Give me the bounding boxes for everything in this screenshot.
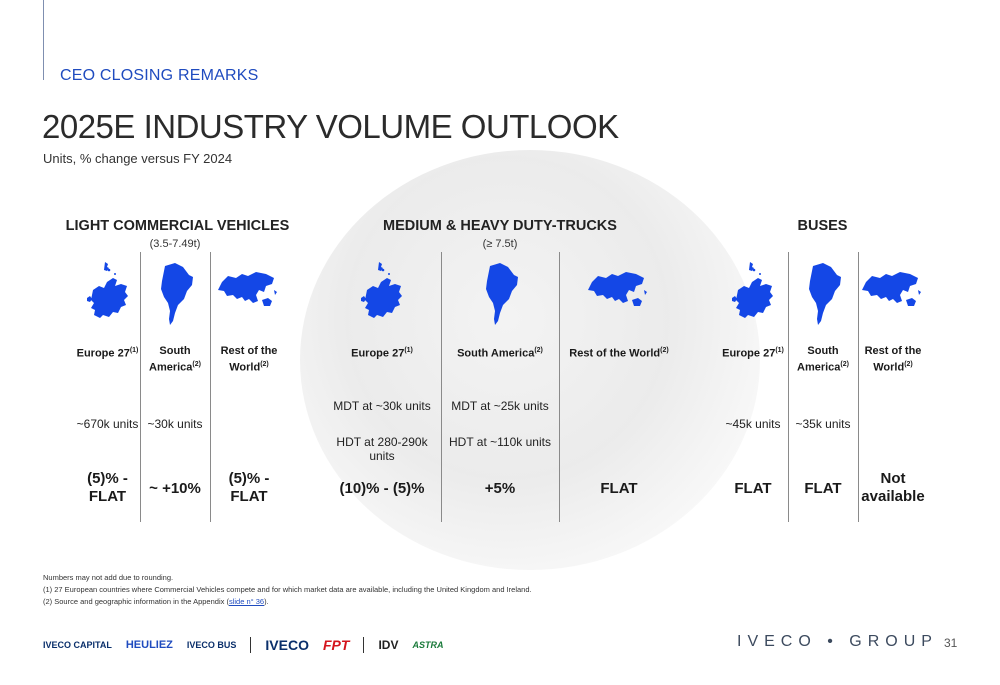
footnote-rounding: Numbers may not add due to rounding.	[43, 573, 174, 582]
column-divider	[441, 252, 442, 522]
change-value: FLAT	[734, 480, 772, 497]
brand-fpt: FPT	[323, 637, 350, 653]
column-divider	[559, 252, 560, 522]
region-label: South America(2)	[797, 345, 849, 374]
world-map-icon	[588, 260, 650, 317]
volume-value: MDT at ~25k units	[451, 399, 549, 413]
globe-background	[300, 150, 760, 570]
section-label: CEO CLOSING REMARKS	[60, 67, 259, 84]
region-label: Europe 27(1)	[76, 347, 139, 360]
brand-iveco: IVECO	[265, 637, 309, 653]
south-america-map-icon	[803, 260, 843, 331]
region-column: South America(2) MDT at ~25k units HDT at …	[441, 252, 559, 522]
column-divider	[788, 252, 789, 522]
category-lcv-sub: (3.5-7.49t)	[149, 238, 201, 250]
brand-divider	[363, 637, 365, 653]
category-lcv: LIGHT COMMERCIAL VEHICLES	[65, 218, 290, 234]
brand-astra: ASTRA	[412, 640, 444, 650]
region-column: Europe 27(1) ~670k units (5)% - FLAT	[75, 252, 140, 522]
change-value: (5)% - FLAT	[228, 470, 270, 505]
change-value: ~ +10%	[149, 480, 201, 497]
volume-value: ~45k units	[725, 417, 781, 431]
world-map-icon	[218, 260, 280, 317]
region-label: Europe 27(1)	[722, 347, 784, 360]
category-mhdt: MEDIUM & HEAVY DUTY-TRUCKS	[383, 218, 617, 234]
category-buses: BUSES	[797, 218, 848, 234]
south-america-map-icon	[155, 260, 195, 331]
region-label: South America(2)	[457, 347, 543, 360]
page-title: 2025E INDUSTRY VOLUME OUTLOOK	[42, 108, 619, 145]
change-value: FLAT	[600, 480, 638, 497]
footnotes: Numbers may not add due to rounding. (1)…	[43, 572, 532, 608]
change-value: Not available	[861, 470, 925, 505]
volume-value: ~35k units	[795, 417, 851, 431]
page-subtitle: Units, % change versus FY 2024	[43, 151, 233, 166]
column-divider	[210, 252, 211, 522]
region-column: Rest of the World(2) Not available	[858, 252, 928, 522]
brand-divider	[250, 637, 252, 653]
brand-iveco-capital: IVECO CAPITAL	[43, 640, 112, 650]
change-value: FLAT	[804, 480, 842, 497]
south-america-map-icon	[480, 260, 520, 331]
footnote-2: (2) Source and geographic information in…	[43, 597, 269, 606]
volume-value: HDT at ~110k units	[449, 435, 551, 449]
region-column: South America(2) ~35k units FLAT	[788, 252, 858, 522]
europe-map-icon	[85, 260, 131, 331]
region-label: Rest of the World(2)	[220, 345, 278, 374]
region-column: South America(2) ~30k units ~ +10%	[140, 252, 210, 522]
world-map-icon	[862, 260, 924, 317]
appendix-link[interactable]: slide n° 36	[228, 597, 265, 606]
column-divider	[140, 252, 141, 522]
column-divider	[858, 252, 859, 522]
brand-logos: IVECO CAPITAL HEULIEZ IVECO BUS IVECO FP…	[43, 633, 443, 657]
decorative-line	[43, 0, 44, 80]
region-label: Rest of the World(2)	[569, 347, 669, 360]
brand-heuliez: HEULIEZ	[125, 639, 173, 651]
region-label: Europe 27(1)	[351, 347, 413, 360]
footnote-1: (1) 27 European countries where Commerci…	[43, 585, 532, 594]
region-column: Rest of the World(2) (5)% - FLAT	[210, 252, 288, 522]
category-mhdt-sub: (≥ 7.5t)	[482, 238, 518, 250]
volume-value: MDT at ~30k units	[333, 399, 431, 413]
europe-map-icon	[359, 260, 405, 331]
region-column: Europe 27(1) MDT at ~30k units HDT at 280-…	[323, 252, 441, 522]
volume-value: ~670k units	[76, 417, 139, 431]
iveco-group-logo: IVECO • GROUP	[737, 633, 938, 650]
brand-idv: IDV	[378, 638, 399, 652]
brand-iveco-bus: IVECO BUS	[186, 640, 237, 650]
region-label: South America(2)	[149, 345, 201, 374]
change-value: (10)% - (5)%	[339, 480, 425, 497]
volume-value: ~30k units	[147, 417, 203, 431]
region-label: Rest of the World(2)	[864, 345, 922, 374]
change-value: (5)% - FLAT	[87, 470, 128, 505]
region-column: Rest of the World(2) FLAT	[559, 252, 679, 522]
change-value: +5%	[484, 480, 516, 497]
region-column: Europe 27(1) ~45k units FLAT	[718, 252, 788, 522]
page-number: 31	[944, 636, 958, 650]
volume-value: HDT at 280-290k units	[336, 435, 428, 463]
europe-map-icon	[730, 260, 776, 331]
